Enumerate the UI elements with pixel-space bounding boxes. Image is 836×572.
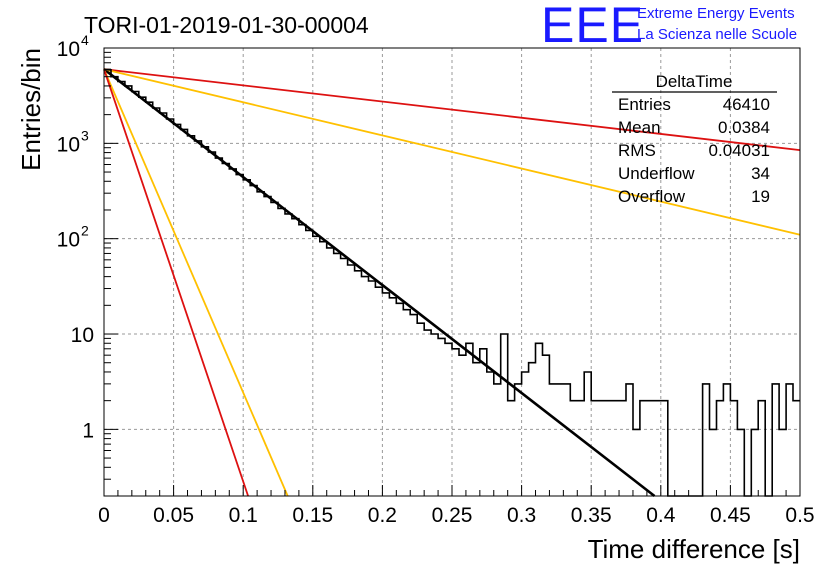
stats-label-mean: Mean <box>618 118 661 137</box>
y-tick-label-4: 10 4 <box>57 32 89 61</box>
y-tick-base: 10 <box>57 229 80 252</box>
stats-label-rms: RMS <box>618 141 656 160</box>
y-tick-base: 10 <box>57 133 80 156</box>
x-tick-labels: 0 0.05 0.1 0.15 0.2 0.25 0.3 0.35 0.4 0.45 0.5 <box>98 504 814 527</box>
fit-line-1 <box>103 68 801 151</box>
y-tick-label-3: 10 3 <box>57 127 89 156</box>
x-axis-title: Time difference [s] <box>588 534 800 564</box>
y-tick-label-0: 1 <box>82 419 94 442</box>
x-tick-label-5: 0.25 <box>432 504 473 527</box>
y-tick-label-2: 10 2 <box>57 223 89 252</box>
y-tick-exponent: 4 <box>81 32 89 48</box>
stats-label-entries: Entries <box>618 95 671 114</box>
fit-line-3 <box>103 68 289 497</box>
logo-text: EEE <box>541 0 644 53</box>
y-tick-exponent: 3 <box>81 127 89 143</box>
stats-value-entries: 46410 <box>723 95 770 114</box>
logo-line-2: La Scienza nelle Scuole <box>637 26 797 43</box>
x-tick-label-7: 0.35 <box>571 504 612 527</box>
axis-ticks <box>103 51 801 497</box>
y-tick-label-1: 10 <box>71 324 94 347</box>
fit-line-4 <box>103 68 249 497</box>
stats-value-rms: 0.04031 <box>709 141 770 160</box>
y-tick-base: 1 <box>82 419 94 442</box>
stats-title: DeltaTime <box>656 72 733 91</box>
y-tick-exponent: 2 <box>81 223 89 239</box>
x-tick-label-10: 0.5 <box>785 504 814 527</box>
x-tick-label-8: 0.4 <box>646 504 676 527</box>
stats-box: DeltaTime Entries 46410 Mean 0.0384 RMS 0.040… <box>612 72 777 206</box>
x-tick-label-3: 0.15 <box>292 504 333 527</box>
stats-value-overflow: 19 <box>751 187 770 206</box>
x-tick-label-0: 0 <box>98 504 110 527</box>
grid <box>104 48 800 496</box>
x-tick-label-9: 0.45 <box>710 504 751 527</box>
logo-line-1: Extreme Energy Events <box>637 5 795 22</box>
stats-label-overflow: Overflow <box>618 187 686 206</box>
x-tick-label-2: 0.1 <box>229 504 258 527</box>
stats-value-mean: 0.0384 <box>718 118 770 137</box>
eee-logo: EEE Extreme Energy Events La Scienza nel… <box>541 0 797 53</box>
y-axis-title: Entries/bin <box>16 48 46 171</box>
y-tick-base: 10 <box>71 324 94 347</box>
fit-line-2 <box>103 68 801 236</box>
chart-title: TORI-01-2019-01-30-00004 <box>84 12 369 38</box>
x-tick-label-4: 0.2 <box>368 504 397 527</box>
stats-rows: Entries 46410 Mean 0.0384 RMS 0.04031 Underflo… <box>618 95 770 206</box>
y-tick-base: 10 <box>57 38 80 61</box>
x-tick-label-6: 0.3 <box>507 504 536 527</box>
stats-label-underflow: Underflow <box>618 164 695 183</box>
stats-value-underflow: 34 <box>751 164 770 183</box>
x-tick-label-1: 0.05 <box>153 504 194 527</box>
